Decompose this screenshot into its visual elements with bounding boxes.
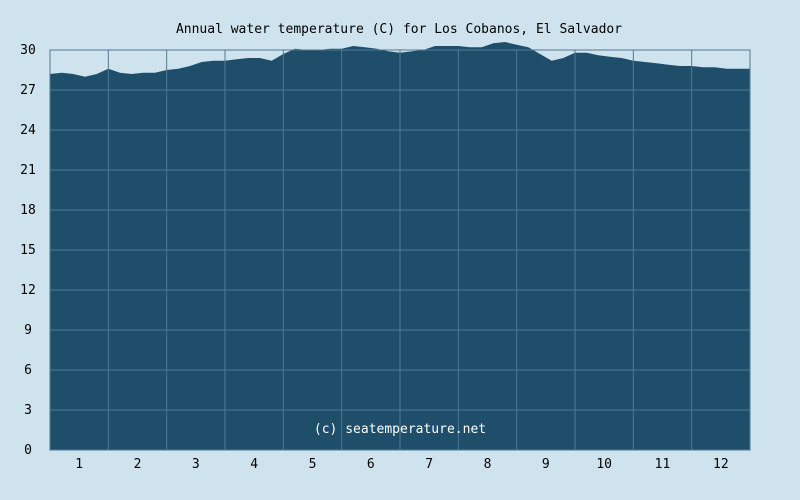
- x-tick-label: 6: [367, 457, 375, 472]
- x-tick-label: 11: [655, 457, 671, 472]
- y-axis: 0 3 6 9 12 15 18 21 24 27 30: [20, 43, 36, 458]
- chart-title: Annual water temperature (C) for Los Cob…: [176, 22, 622, 37]
- y-tick-label: 15: [20, 243, 36, 258]
- x-tick-label: 1: [75, 457, 83, 472]
- x-tick-label: 4: [250, 457, 258, 472]
- y-tick-label: 12: [20, 283, 36, 298]
- x-tick-label: 2: [134, 457, 142, 472]
- y-tick-label: 6: [24, 363, 32, 378]
- y-tick-label: 3: [24, 403, 32, 418]
- y-tick-label: 0: [24, 443, 32, 458]
- x-tick-label: 12: [713, 457, 729, 472]
- x-tick-label: 8: [484, 457, 492, 472]
- y-tick-label: 21: [20, 163, 36, 178]
- grid: [49, 49, 751, 451]
- x-tick-label: 5: [309, 457, 317, 472]
- x-tick-label: 10: [596, 457, 612, 472]
- plot-frame: [49, 49, 751, 451]
- x-tick-label: 3: [192, 457, 200, 472]
- x-tick-label: 7: [425, 457, 433, 472]
- x-tick-label: 9: [542, 457, 550, 472]
- y-tick-label: 9: [24, 323, 32, 338]
- y-tick-label: 18: [20, 203, 36, 218]
- x-axis: 1 2 3 4 5 6 7 8 9 10 11 12: [75, 457, 728, 472]
- y-tick-label: 24: [20, 123, 36, 138]
- y-tick-label: 30: [20, 43, 36, 58]
- credit-text: (c) seatemperature.net: [314, 422, 486, 437]
- y-tick-label: 27: [20, 83, 36, 98]
